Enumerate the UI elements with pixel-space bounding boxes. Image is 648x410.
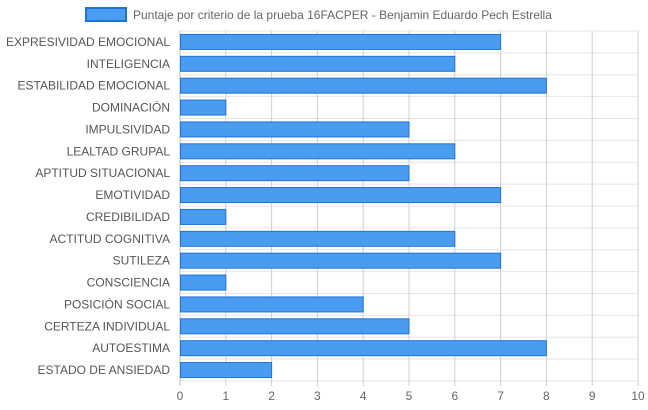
category-label: EMOTIVIDAD (95, 188, 170, 202)
category-label: ESTADO DE ANSIEDAD (38, 363, 171, 377)
x-tick-label: 1 (222, 389, 229, 403)
bar[interactable] (180, 362, 273, 379)
category-label: SUTILEZA (113, 254, 170, 268)
category-label: APTITUD SITUACIONAL (35, 166, 170, 180)
bar[interactable] (180, 165, 410, 182)
category-label: LEALTAD GRUPAL (67, 144, 171, 158)
x-tick-label: 2 (268, 389, 275, 403)
category-label: DOMINACIÓN (92, 100, 170, 115)
bar[interactable] (180, 318, 410, 335)
x-tick-label: 5 (406, 389, 413, 403)
x-tick-label: 7 (497, 389, 504, 403)
category-label: CERTEZA INDIVIDUAL (44, 319, 170, 333)
x-tick-label: 0 (177, 389, 184, 403)
legend-label: Puntaje por criterio de la prueba 16FACP… (133, 8, 552, 22)
category-label: CONSCIENCIA (87, 276, 170, 290)
x-axis-ticks: 0 1 2 3 4 5 6 7 8 9 10 (177, 389, 645, 403)
legend[interactable]: Puntaje por criterio de la prueba 16FACP… (85, 7, 552, 22)
category-label: CREDIBILIDAD (86, 210, 170, 224)
category-label: INTELIGENCIA (87, 57, 170, 71)
bar[interactable] (180, 121, 410, 138)
bar[interactable] (180, 274, 227, 291)
category-labels: EXPRESIVIDAD EMOCIONAL INTELIGENCIA ESTABI… (6, 35, 170, 377)
bar[interactable] (180, 230, 456, 247)
bar[interactable] (180, 252, 502, 269)
bar[interactable] (180, 143, 456, 160)
bar[interactable] (180, 99, 227, 116)
bar[interactable] (180, 296, 364, 313)
bar[interactable] (180, 187, 502, 204)
legend-swatch (85, 7, 127, 22)
category-label: ACTITUD COGNITIVA (50, 232, 170, 246)
category-label: POSICIÓN SOCIAL (64, 296, 170, 311)
category-label: AUTOESTIMA (92, 341, 170, 355)
bars (180, 33, 547, 379)
bar[interactable] (180, 208, 227, 225)
bar[interactable] (180, 33, 502, 50)
x-tick-label: 4 (360, 389, 367, 403)
x-tick-label: 6 (451, 389, 458, 403)
bar[interactable] (180, 55, 456, 72)
x-tick-label: 10 (631, 389, 645, 403)
category-label: IMPULSIVIDAD (85, 122, 170, 136)
x-tick-label: 9 (589, 389, 596, 403)
x-tick-label: 3 (314, 389, 321, 403)
bar[interactable] (180, 77, 547, 94)
category-label: ESTABILIDAD EMOCIONAL (18, 79, 171, 93)
x-tick-label: 8 (543, 389, 550, 403)
category-label: EXPRESIVIDAD EMOCIONAL (6, 35, 170, 49)
bar[interactable] (180, 340, 547, 357)
